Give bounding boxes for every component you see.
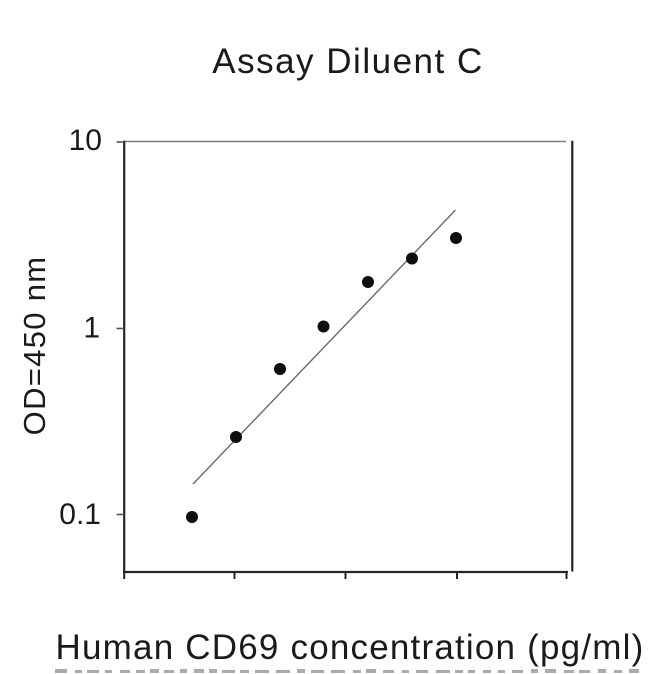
svg-text:Assay Diluent C: Assay Diluent C — [212, 42, 483, 81]
svg-text:Human CD69 concentration (pg/m: Human CD69 concentration (pg/ml) — [56, 628, 645, 667]
svg-text:1: 1 — [83, 312, 100, 345]
svg-text:OD=450 nm: OD=450 nm — [17, 256, 52, 436]
svg-text:0.1: 0.1 — [59, 498, 101, 531]
svg-text:10: 10 — [69, 124, 102, 157]
